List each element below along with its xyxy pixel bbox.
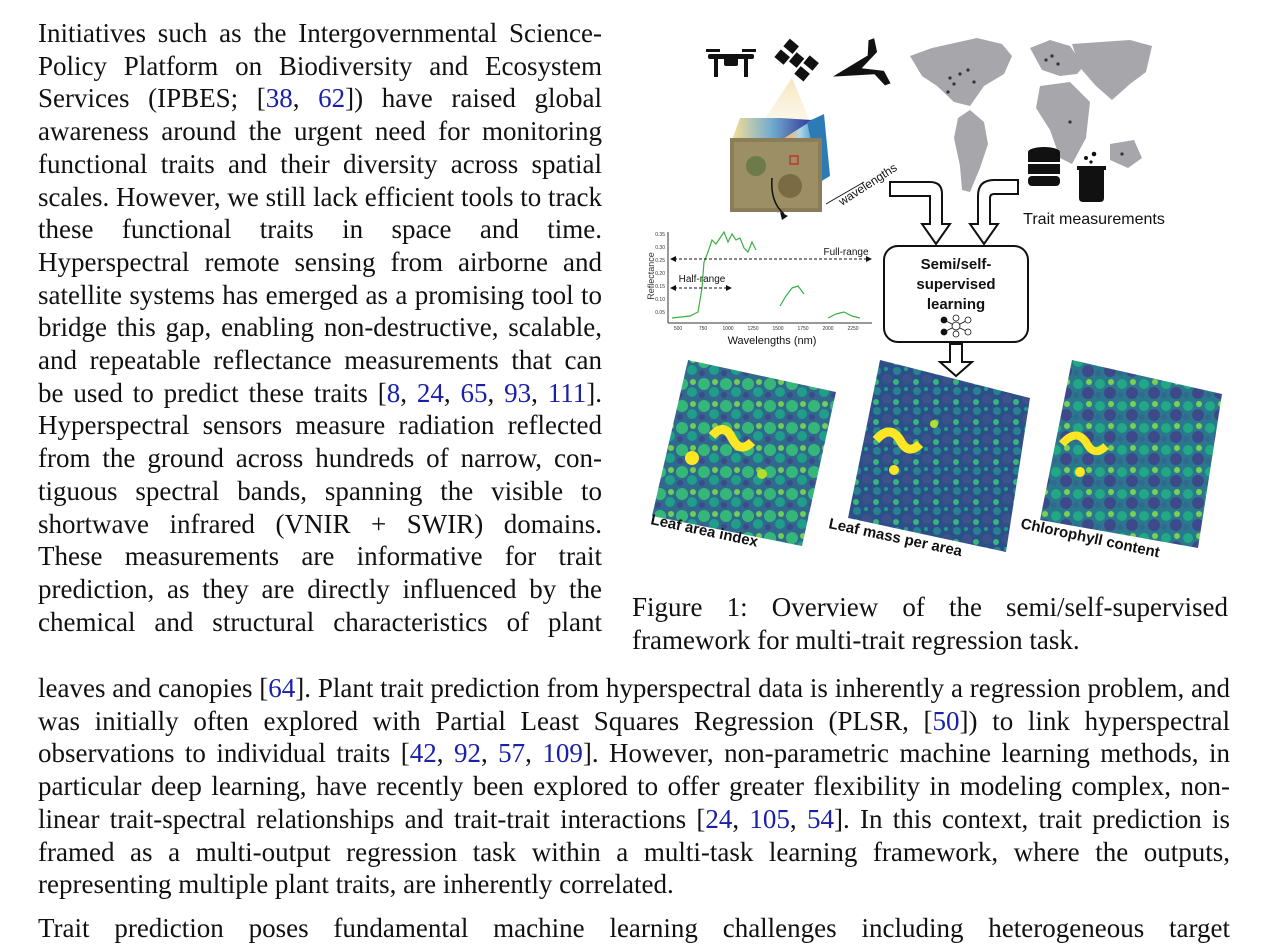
database-icon xyxy=(1028,147,1060,186)
trait-map-leaf-area-index xyxy=(652,360,836,546)
paragraph-1-full-width: leaves and canopies [64]. Plant trait pr… xyxy=(38,673,1231,900)
spectrum-y-tick: 0.35 xyxy=(655,232,665,238)
spectrum-x-tick: 2250 xyxy=(847,326,858,332)
spectrum-curve xyxy=(671,230,757,319)
spectrum-y-tick: 0.15 xyxy=(655,284,665,290)
spectrum-x-tick: 1250 xyxy=(747,326,758,332)
citation-link[interactable]: 109 xyxy=(542,738,583,769)
spectrum-x-tick: 1000 xyxy=(722,326,733,332)
citation-link[interactable]: 92 xyxy=(453,738,481,769)
airplane-icon xyxy=(832,38,891,86)
citation-link[interactable]: 50 xyxy=(932,705,960,736)
trait-map-chlorophyll-content xyxy=(1040,360,1222,548)
spectrum-x-axis-label: Wavelengths (nm) xyxy=(728,335,817,347)
spectrum-x-tick: 2000 xyxy=(822,326,833,332)
citation-link[interactable]: 111 xyxy=(547,377,587,408)
spectrum-x-tick: 1500 xyxy=(772,326,783,332)
citation-link[interactable]: 54 xyxy=(806,803,834,834)
paragraph-2-start: Trait prediction poses fundamental machi… xyxy=(38,913,1230,943)
citation-link[interactable]: 24 xyxy=(705,803,733,834)
half-range-label: Half-range xyxy=(679,274,726,285)
spectrum-plot: 0.35 0.30 0.25 0.20 0.15 0.10 0.05 500 750 1000 1… xyxy=(646,230,872,347)
drone-icon xyxy=(706,49,756,77)
citation-link[interactable]: 24 xyxy=(416,377,444,408)
satellite-icon xyxy=(774,38,819,82)
learning-box-line-1: Semi/self- xyxy=(921,256,992,273)
hyperspectral-cube xyxy=(730,114,830,220)
beaker-icon xyxy=(1077,151,1106,202)
spectrum-y-axis-label: Reflectance xyxy=(646,252,656,300)
citation-link[interactable]: 93 xyxy=(504,377,532,408)
spectrum-x-tick: 750 xyxy=(699,326,708,332)
spectrum-x-tick: 500 xyxy=(674,326,683,332)
spectrum-y-tick: 0.20 xyxy=(655,271,665,277)
spectrum-y-tick: 0.25 xyxy=(655,258,665,264)
learning-box-line-2: supervised xyxy=(916,276,995,293)
citation-link[interactable]: 57 xyxy=(498,738,526,769)
neural-network-icon xyxy=(940,314,972,338)
trait-map-leaf-mass-per-area xyxy=(848,360,1030,552)
learning-model-box: Semi/self- supervised learning xyxy=(883,245,1029,343)
world-map xyxy=(910,38,1152,192)
figure-caption: Figure 1: Overview of the semi/self-supe… xyxy=(632,592,1228,655)
trait-measurements-label: Trait measurements xyxy=(1023,211,1165,228)
citation-link[interactable]: 38 xyxy=(265,83,293,114)
citation-link[interactable]: 8 xyxy=(386,377,401,408)
citation-link[interactable]: 64 xyxy=(268,673,296,703)
figure-1: Trait measurements wavelengths 0.35 0.30 0… xyxy=(632,26,1232,586)
citation-link[interactable]: 62 xyxy=(318,83,346,114)
flow-arrows xyxy=(889,179,1019,378)
spectrum-x-tick: 1750 xyxy=(797,326,808,332)
spectrum-y-tick: 0.10 xyxy=(655,297,665,303)
spectrum-y-tick: 0.30 xyxy=(655,245,665,251)
citation-link[interactable]: 105 xyxy=(749,803,790,834)
full-range-label: Full-range xyxy=(823,247,868,258)
citation-link[interactable]: 42 xyxy=(409,738,437,769)
spectrum-y-tick: 0.05 xyxy=(655,310,665,316)
paragraph-1-left-column: Initiatives such as the Intergovernmenta… xyxy=(38,18,603,637)
sample-site-markers xyxy=(946,54,1124,156)
citation-link[interactable]: 65 xyxy=(460,377,488,408)
learning-box-line-3: learning xyxy=(927,296,985,313)
